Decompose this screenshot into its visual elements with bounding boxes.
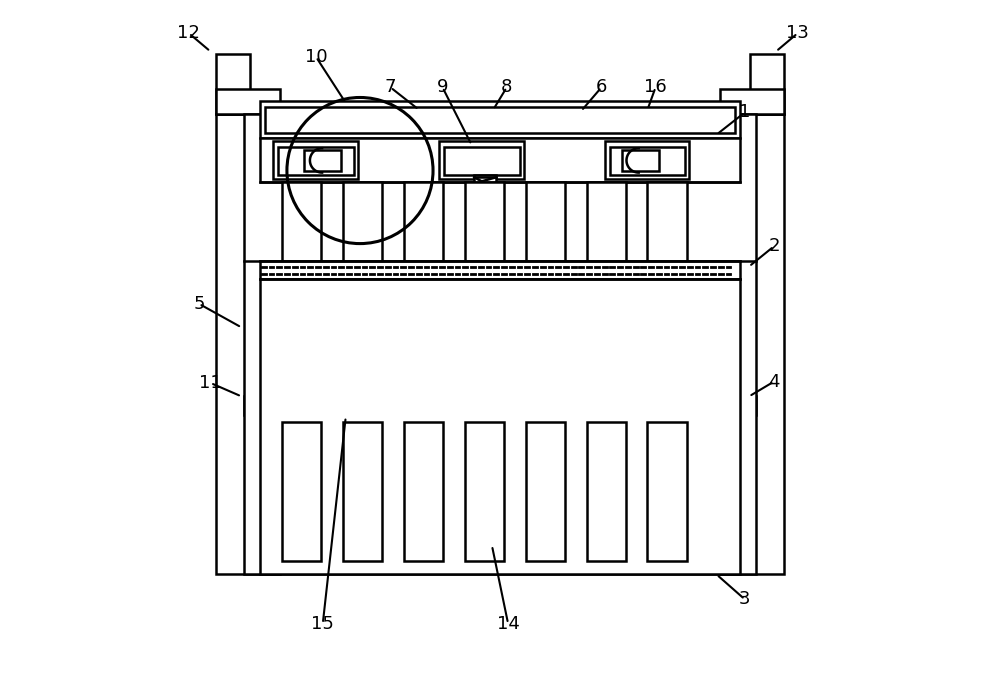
Bar [404,182,443,261]
Text: 10: 10 [305,48,327,66]
Bar [304,150,341,170]
Bar [265,107,735,133]
Bar [587,422,626,561]
Bar [610,147,685,175]
Bar [282,422,321,561]
Text: 12: 12 [177,25,200,42]
Bar [647,182,687,261]
Text: 3: 3 [739,591,751,608]
Bar [260,138,740,182]
Bar [244,396,280,415]
Text: 7: 7 [385,78,396,96]
Text: 4: 4 [768,372,780,391]
Bar [720,89,784,115]
Bar [587,182,626,261]
Bar [343,182,382,261]
Bar [526,182,565,261]
Bar [404,422,443,561]
Bar [622,150,659,170]
Bar [260,101,740,138]
Text: 15: 15 [311,614,334,633]
Bar [260,279,740,574]
Text: 6: 6 [596,78,607,96]
Bar [343,422,382,561]
Text: 9: 9 [437,78,448,96]
Bar [216,115,280,574]
Text: 5: 5 [193,295,205,313]
Bar [439,141,524,179]
Bar [278,147,354,175]
Bar [282,182,321,261]
Text: 8: 8 [501,78,512,96]
Text: 1: 1 [739,104,751,121]
Bar [273,141,358,179]
Text: 14: 14 [497,614,520,633]
Bar [444,147,520,175]
Bar [647,422,687,561]
Bar [216,89,280,115]
Bar [244,115,756,574]
Bar [465,422,504,561]
Bar [720,396,756,415]
Bar [526,422,565,561]
Text: 11: 11 [199,374,222,392]
Bar [720,115,784,574]
Bar [260,261,740,279]
Bar [474,175,496,186]
Bar [465,182,504,261]
Text: 2: 2 [768,237,780,255]
Bar [605,141,689,179]
Bar [216,53,250,115]
Text: 16: 16 [644,78,667,96]
Bar [478,184,492,196]
Text: 13: 13 [786,25,809,42]
Bar [750,53,784,115]
